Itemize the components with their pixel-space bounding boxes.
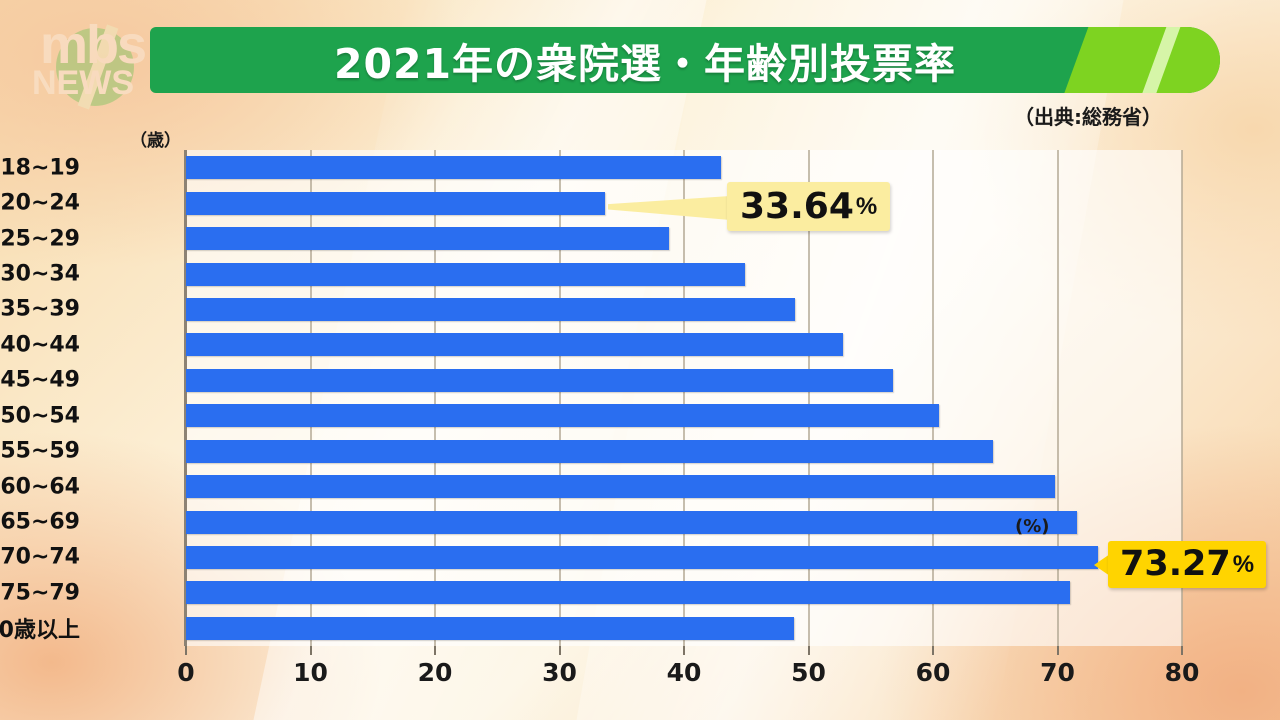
x-tick-20	[434, 646, 436, 655]
mbs-news-watermark-logo: mbs NEWS	[18, 15, 183, 110]
x-tick-0	[185, 646, 187, 655]
y-label-30~34: 30~34	[0, 261, 80, 287]
y-label-40~44: 40~44	[0, 332, 80, 358]
logo-circle	[56, 28, 134, 106]
y-label-50~54: 50~54	[0, 403, 80, 429]
y-label-25~29: 25~29	[0, 226, 80, 252]
bar-18~19	[186, 156, 722, 180]
bar-65~69	[186, 510, 1078, 534]
x-tick-10	[309, 646, 312, 655]
y-axis-line	[184, 150, 187, 646]
title-banner-body	[150, 27, 1220, 93]
y-label-18~19: 18~19	[0, 155, 80, 181]
bar-30~34	[186, 262, 745, 286]
bar-70~74	[186, 545, 1099, 569]
bar-50~54	[186, 404, 940, 428]
bar-60~64	[186, 475, 1055, 499]
x-tick-30	[558, 646, 561, 655]
y-label-45~49: 45~49	[0, 367, 80, 393]
bar-75~79	[186, 581, 1070, 605]
y-label-55~59: 55~59	[0, 438, 80, 464]
x-tick-70	[1056, 646, 1059, 655]
bar-35~39	[186, 297, 795, 321]
logo-text-mbs: mbs	[40, 15, 147, 75]
gridline-40	[683, 150, 685, 646]
x-tick-80	[1181, 646, 1183, 655]
gridline-50	[807, 150, 810, 646]
callout-unit-70-74: %	[1232, 550, 1255, 578]
bar-20~24	[186, 191, 605, 215]
bar-80歳以上	[186, 616, 794, 640]
x-tick-label-30: 30	[542, 658, 577, 687]
gridline-70	[1056, 150, 1059, 646]
y-label-60~64: 60~64	[0, 474, 80, 500]
y-label-35~39: 35~39	[0, 296, 80, 322]
y-axis-unit-label: （歳）	[130, 131, 181, 151]
callout-value-70-74: 73.27	[1120, 544, 1231, 584]
page-title: 2021年の衆院選・年齢別投票率	[333, 40, 957, 88]
logo-text-news: NEWS	[32, 64, 134, 102]
gridline-30	[558, 150, 561, 646]
data-callout-70-74: 73.27 %	[1108, 541, 1267, 588]
bar-40~44	[186, 333, 844, 357]
x-tick-label-10: 10	[293, 658, 328, 687]
x-tick-50	[807, 646, 810, 655]
gridline-10	[309, 150, 312, 646]
y-label-65~69: 65~69	[0, 509, 80, 535]
x-tick-label-60: 60	[915, 658, 951, 687]
gridline-80	[1181, 150, 1183, 646]
bar-25~29	[186, 227, 670, 251]
bar-55~59	[186, 439, 993, 463]
plot-area: 0 10 20 30 40 50 60 70 80 18~19 20~24 25~29 30~34 35…	[0, 150, 1199, 687]
title-banner: 2021年の衆院選・年齢別投票率	[150, 27, 1220, 93]
y-label-75~79: 75~79	[0, 580, 80, 606]
x-tick-label-20: 20	[417, 658, 453, 687]
x-axis-unit-label: (%)	[1015, 516, 1050, 537]
bar-45~49	[186, 368, 894, 392]
x-tick-label-0: 0	[177, 658, 195, 687]
x-tick-label-70: 70	[1040, 658, 1075, 687]
gridline-60	[932, 150, 934, 646]
gridline-20	[434, 150, 436, 646]
x-tick-label-50: 50	[791, 658, 826, 687]
x-tick-40	[683, 646, 685, 655]
y-label-70~74: 70~74	[0, 544, 80, 570]
x-tick-60	[932, 646, 934, 655]
callout-value-20-24: 33.64	[740, 185, 854, 227]
callout-unit-20-24: %	[855, 192, 878, 220]
y-label-80歳以上: 80歳以上	[0, 618, 80, 644]
x-tick-label-80: 80	[1164, 658, 1200, 687]
source-attribution: （出典:総務省）	[1014, 105, 1162, 129]
x-tick-label-40: 40	[666, 658, 702, 687]
data-callout-20-24: 33.64 %	[727, 182, 891, 231]
y-label-20~24: 20~24	[0, 190, 80, 216]
